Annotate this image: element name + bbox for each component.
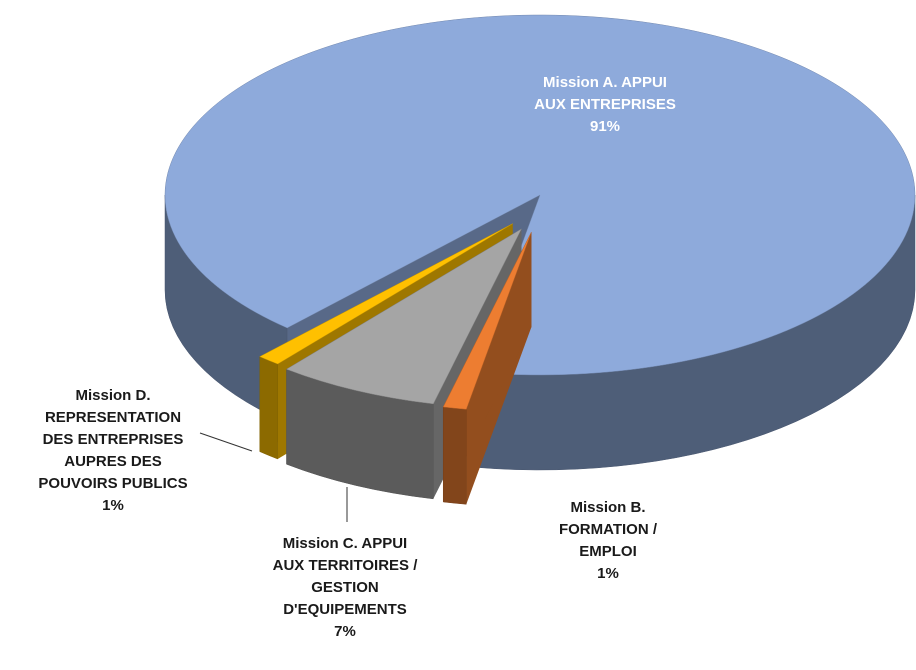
slice-side: [259, 356, 278, 460]
slice: [164, 14, 916, 376]
value-label: 1%: [102, 497, 124, 514]
data-label: Mission C. APPUI AUX TERRITOIRES / GESTI…: [273, 533, 418, 643]
value-label: 91%: [589, 118, 621, 135]
data-label: Mission D. REPRESENTATION DES ENTREPRISE…: [38, 385, 187, 517]
data-label: Mission B. FORMATION / EMPLOI 1%: [559, 497, 657, 585]
leader-line: [199, 432, 253, 452]
slice-side: [442, 406, 467, 505]
category-label: Mission B. FORMATION / EMPLOI: [558, 499, 658, 560]
value-label: 7%: [334, 623, 356, 640]
value-label: 1%: [597, 565, 619, 582]
category-label: Mission A. APPUI AUX ENTREPRISES: [534, 74, 676, 113]
slice: [442, 231, 532, 410]
category-label: Mission C. APPUI AUX TERRITOIRES / GESTI…: [272, 535, 418, 618]
slice: [259, 223, 513, 365]
data-label: Mission A. APPUI AUX ENTREPRISES 91%: [534, 72, 676, 138]
slice: [285, 228, 523, 405]
category-label: Mission D. REPRESENTATION DES ENTREPRISE…: [38, 387, 188, 492]
